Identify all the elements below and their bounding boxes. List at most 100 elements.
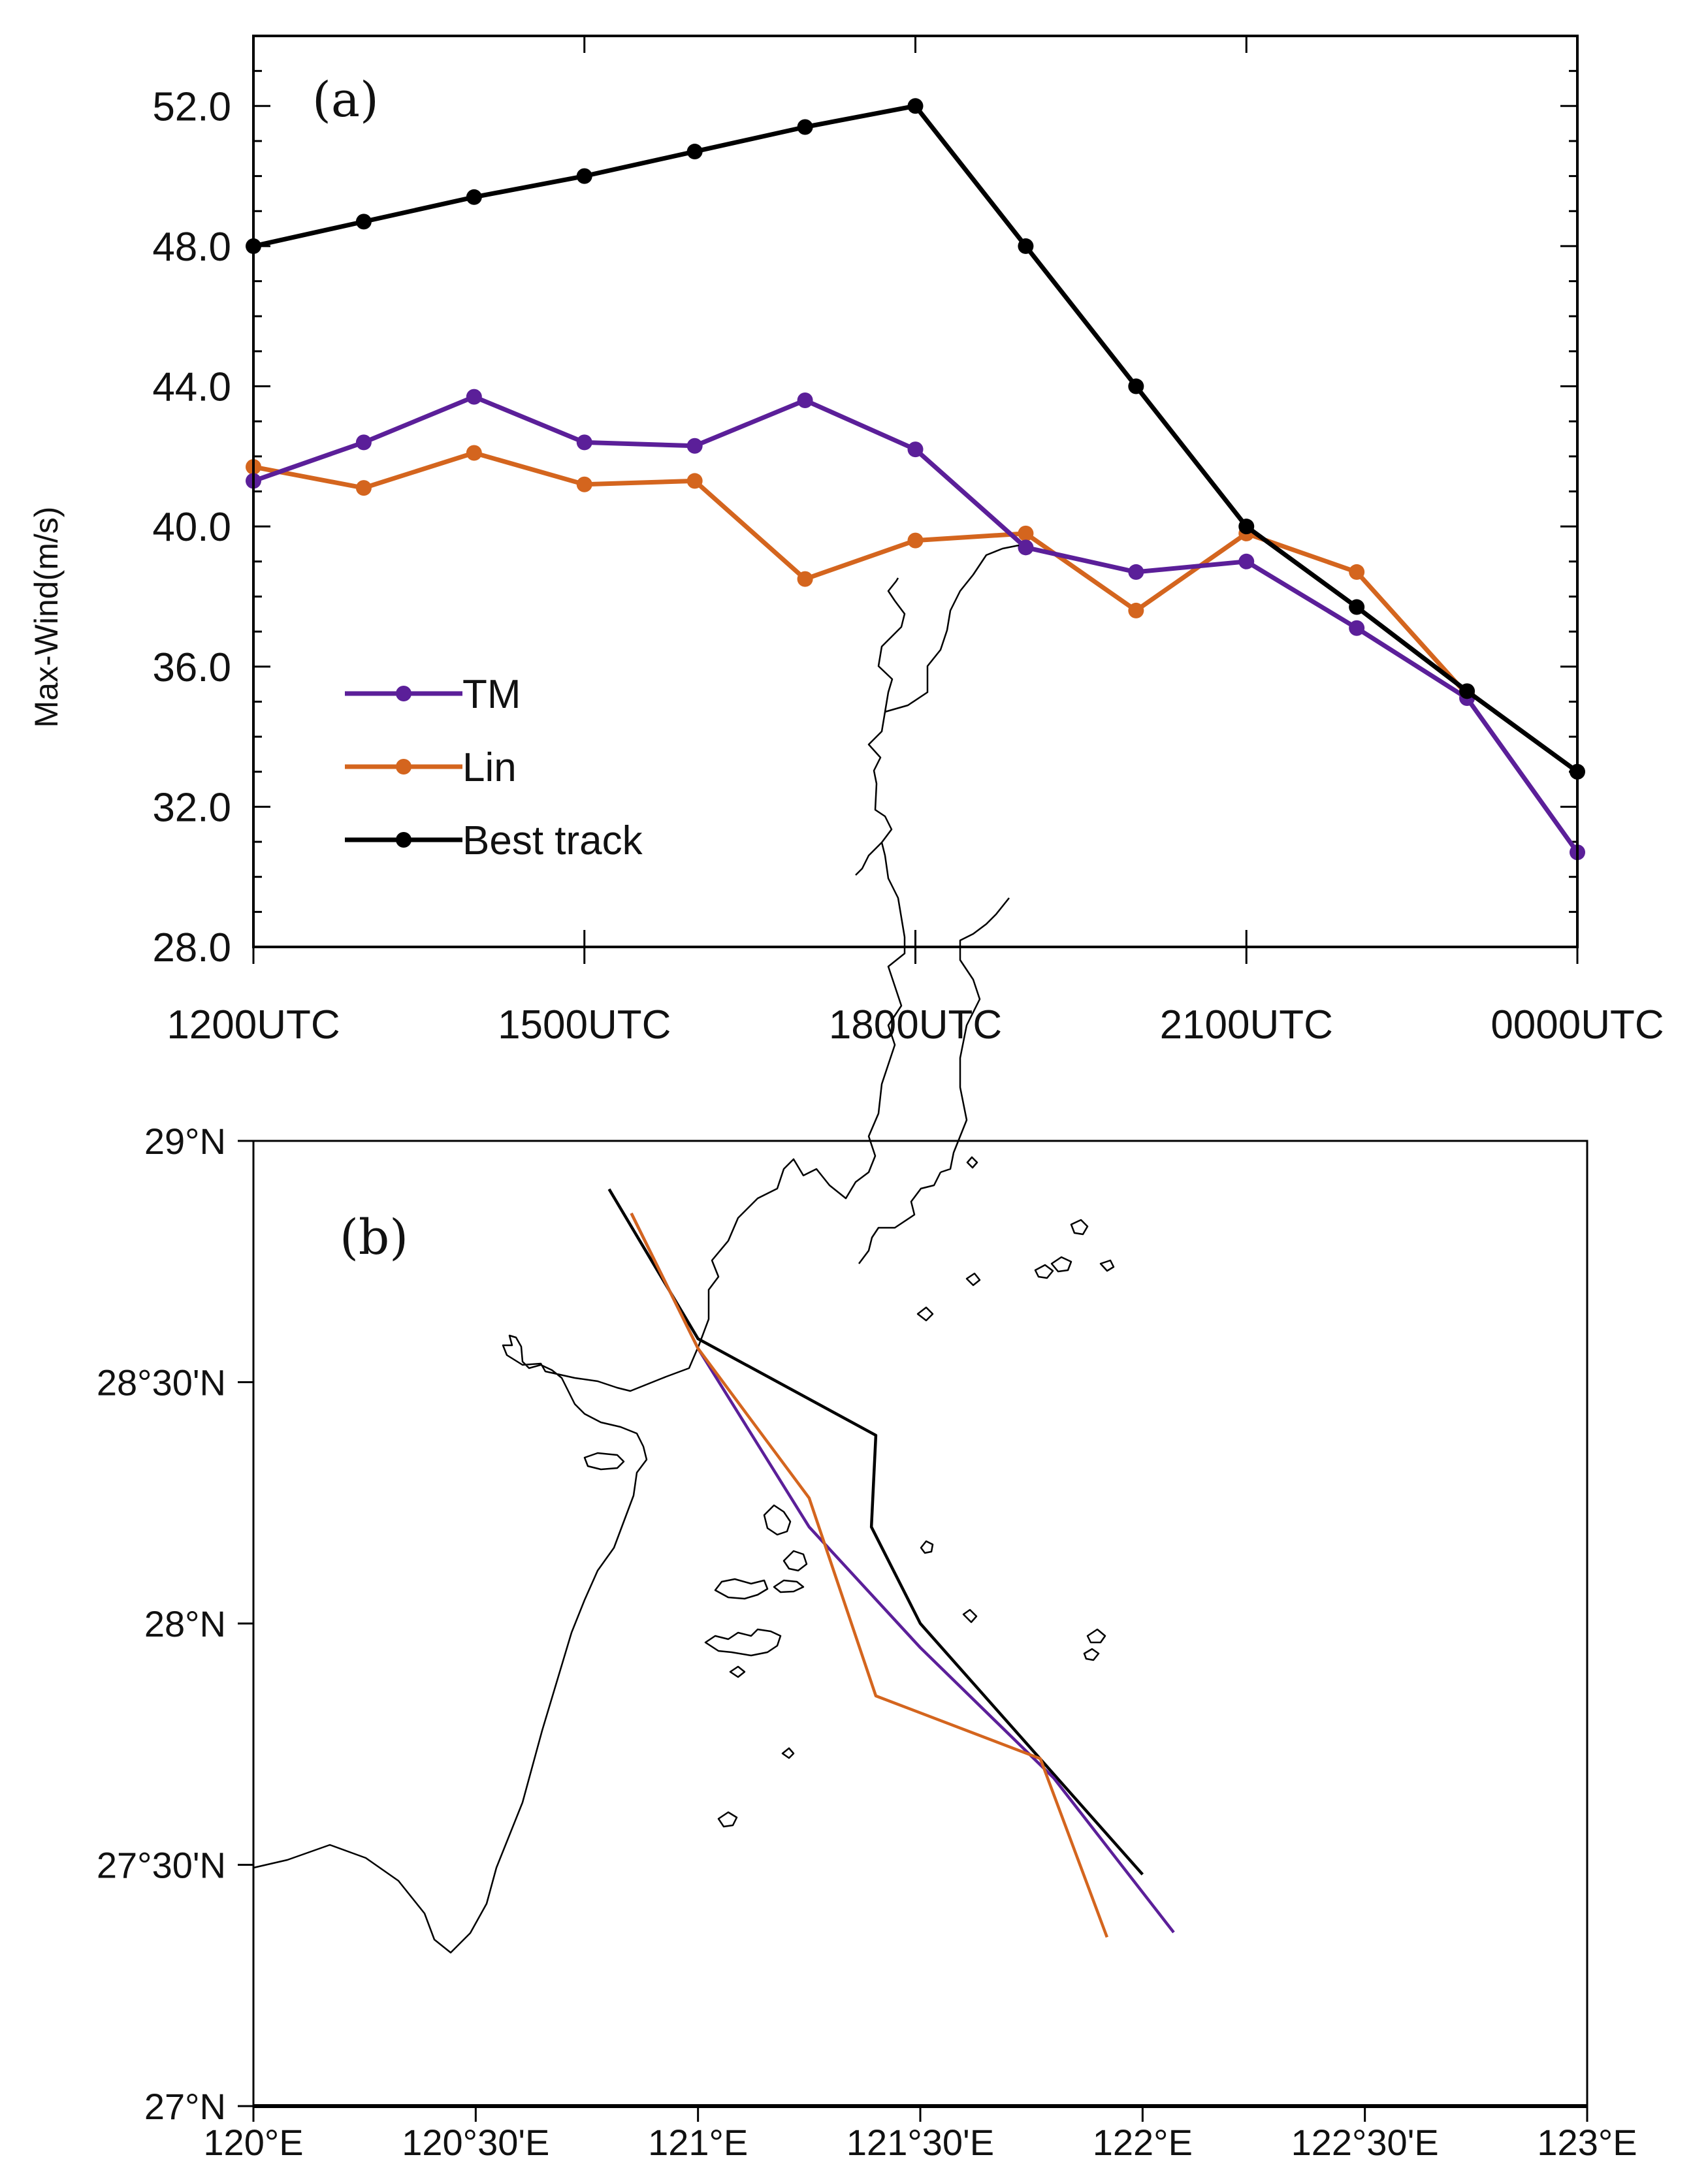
- x-tick-label: 1800UTC: [829, 1002, 1002, 1048]
- longitude-label: 120°30'E: [402, 2122, 549, 2159]
- latitude-label: 27°N: [144, 2086, 226, 2127]
- x-tick-label: 1500UTC: [498, 1002, 671, 1048]
- data-point: [355, 214, 372, 230]
- data-point: [686, 438, 703, 454]
- legend-marker: [396, 759, 411, 775]
- panel-a-legend: TM Lin Best track: [345, 672, 643, 863]
- panel-b-map-frame: [252, 1140, 1588, 2107]
- legend-entry: Lin: [345, 745, 517, 790]
- y-tick-label: 44.0: [152, 365, 231, 410]
- panel-b-track-map: 27°N 27°30'N 28°N 28°30'N 29°N 120°E 120°30'E…: [97, 544, 1637, 2159]
- panel-b-tracks: [607, 1188, 1175, 1938]
- coastline-map: [253, 544, 1115, 1954]
- data-point: [1018, 238, 1034, 254]
- mainland-coastline: [253, 577, 906, 1954]
- island: [729, 1665, 746, 1678]
- legend-entry: Best track: [345, 818, 643, 863]
- panel-b-longitude-labels: 120°E 120°30'E 121°E 121°30'E 122°E 122°30'E 1…: [203, 2122, 1637, 2159]
- y-tick-label: 28.0: [152, 925, 231, 970]
- longitude-label: 122°30'E: [1291, 2122, 1439, 2159]
- panel-a-y-axis-title: Max-Wind(m/s): [28, 507, 65, 728]
- panel-b-label: (b): [340, 1209, 408, 1266]
- data-point: [1349, 564, 1365, 580]
- panel-a-max-wind-chart: 28.0 32.0 36.0 40.0 44.0 48.0 52.0 1200UTC 1500…: [28, 35, 1664, 1048]
- track-lin: [630, 1212, 1108, 1938]
- track-best-track: [607, 1188, 1144, 1876]
- island: [704, 1628, 782, 1657]
- latitude-label: 29°N: [144, 1121, 226, 1162]
- island: [717, 1811, 738, 1828]
- data-point: [1128, 378, 1144, 394]
- data-point: [1018, 539, 1034, 556]
- data-point: [797, 571, 813, 587]
- data-point: [686, 144, 703, 160]
- data-point: [1349, 620, 1365, 636]
- panel-a-x-tick-labels: 1200UTC 1500UTC 1800UTC 2100UTC 0000UTC: [167, 1002, 1664, 1048]
- x-tick-label: 0000UTC: [1490, 1002, 1664, 1048]
- panel-a-y-tick-labels: 28.0 32.0 36.0 40.0 44.0 48.0 52.0: [152, 84, 231, 970]
- longitude-label: 123°E: [1537, 2122, 1637, 2159]
- island: [763, 1504, 792, 1536]
- longitude-label: 120°E: [203, 2122, 303, 2159]
- island: [962, 1608, 978, 1623]
- data-point: [466, 445, 482, 461]
- data-point: [576, 434, 592, 451]
- data-point: [576, 168, 592, 184]
- island: [714, 1578, 769, 1600]
- legend-marker: [396, 832, 411, 848]
- island: [781, 1747, 795, 1759]
- legend-entry: TM: [345, 672, 521, 717]
- x-tick-label: 2100UTC: [1160, 1002, 1333, 1048]
- peninsula-coastline: [884, 544, 1020, 713]
- data-point: [907, 98, 924, 114]
- data-point: [466, 189, 482, 205]
- legend-label: Lin: [462, 745, 517, 790]
- data-point: [686, 473, 703, 489]
- island: [583, 1452, 625, 1471]
- y-tick-label: 48.0: [152, 225, 231, 270]
- island: [1086, 1628, 1106, 1644]
- longitude-label: 121°30'E: [846, 2122, 994, 2159]
- longitude-label: 122°E: [1093, 2122, 1193, 2159]
- x-tick-label: 1200UTC: [167, 1002, 340, 1048]
- island: [782, 1550, 808, 1572]
- data-point: [1238, 519, 1255, 535]
- north-coast-mainland: [855, 842, 882, 876]
- data-point: [355, 480, 372, 496]
- island: [1099, 1259, 1115, 1272]
- legend-label: Best track: [462, 818, 643, 863]
- panel-a-label: (a): [312, 72, 379, 128]
- data-point: [1128, 564, 1144, 580]
- y-tick-label: 32.0: [152, 785, 231, 830]
- legend-marker: [396, 686, 411, 701]
- data-point: [907, 532, 924, 549]
- panel-a-series: [246, 98, 1585, 861]
- data-point: [1018, 525, 1034, 541]
- y-tick-label: 40.0: [152, 505, 231, 550]
- y-tick-label: 52.0: [152, 84, 231, 129]
- data-point: [466, 389, 482, 405]
- panel-b-latitude-labels: 27°N 27°30'N 28°N 28°30'N 29°N: [97, 1121, 226, 2127]
- data-point: [355, 434, 372, 451]
- data-point: [1128, 602, 1144, 618]
- longitude-label: 121°E: [648, 2122, 748, 2159]
- series-best-track: [246, 98, 1585, 780]
- latitude-label: 27°30'N: [97, 1845, 226, 1886]
- latitude-label: 28°30'N: [97, 1362, 226, 1403]
- island: [1050, 1256, 1072, 1273]
- data-point: [576, 476, 592, 492]
- island: [916, 1306, 934, 1322]
- data-point: [1459, 683, 1475, 699]
- island: [1083, 1648, 1100, 1661]
- island: [773, 1579, 805, 1593]
- data-point: [1349, 599, 1365, 615]
- island: [966, 1156, 978, 1169]
- data-point: [797, 119, 813, 135]
- island: [1034, 1264, 1054, 1279]
- island: [920, 1540, 934, 1554]
- data-point: [797, 392, 813, 408]
- legend-label: TM: [462, 672, 521, 717]
- data-point: [907, 441, 924, 458]
